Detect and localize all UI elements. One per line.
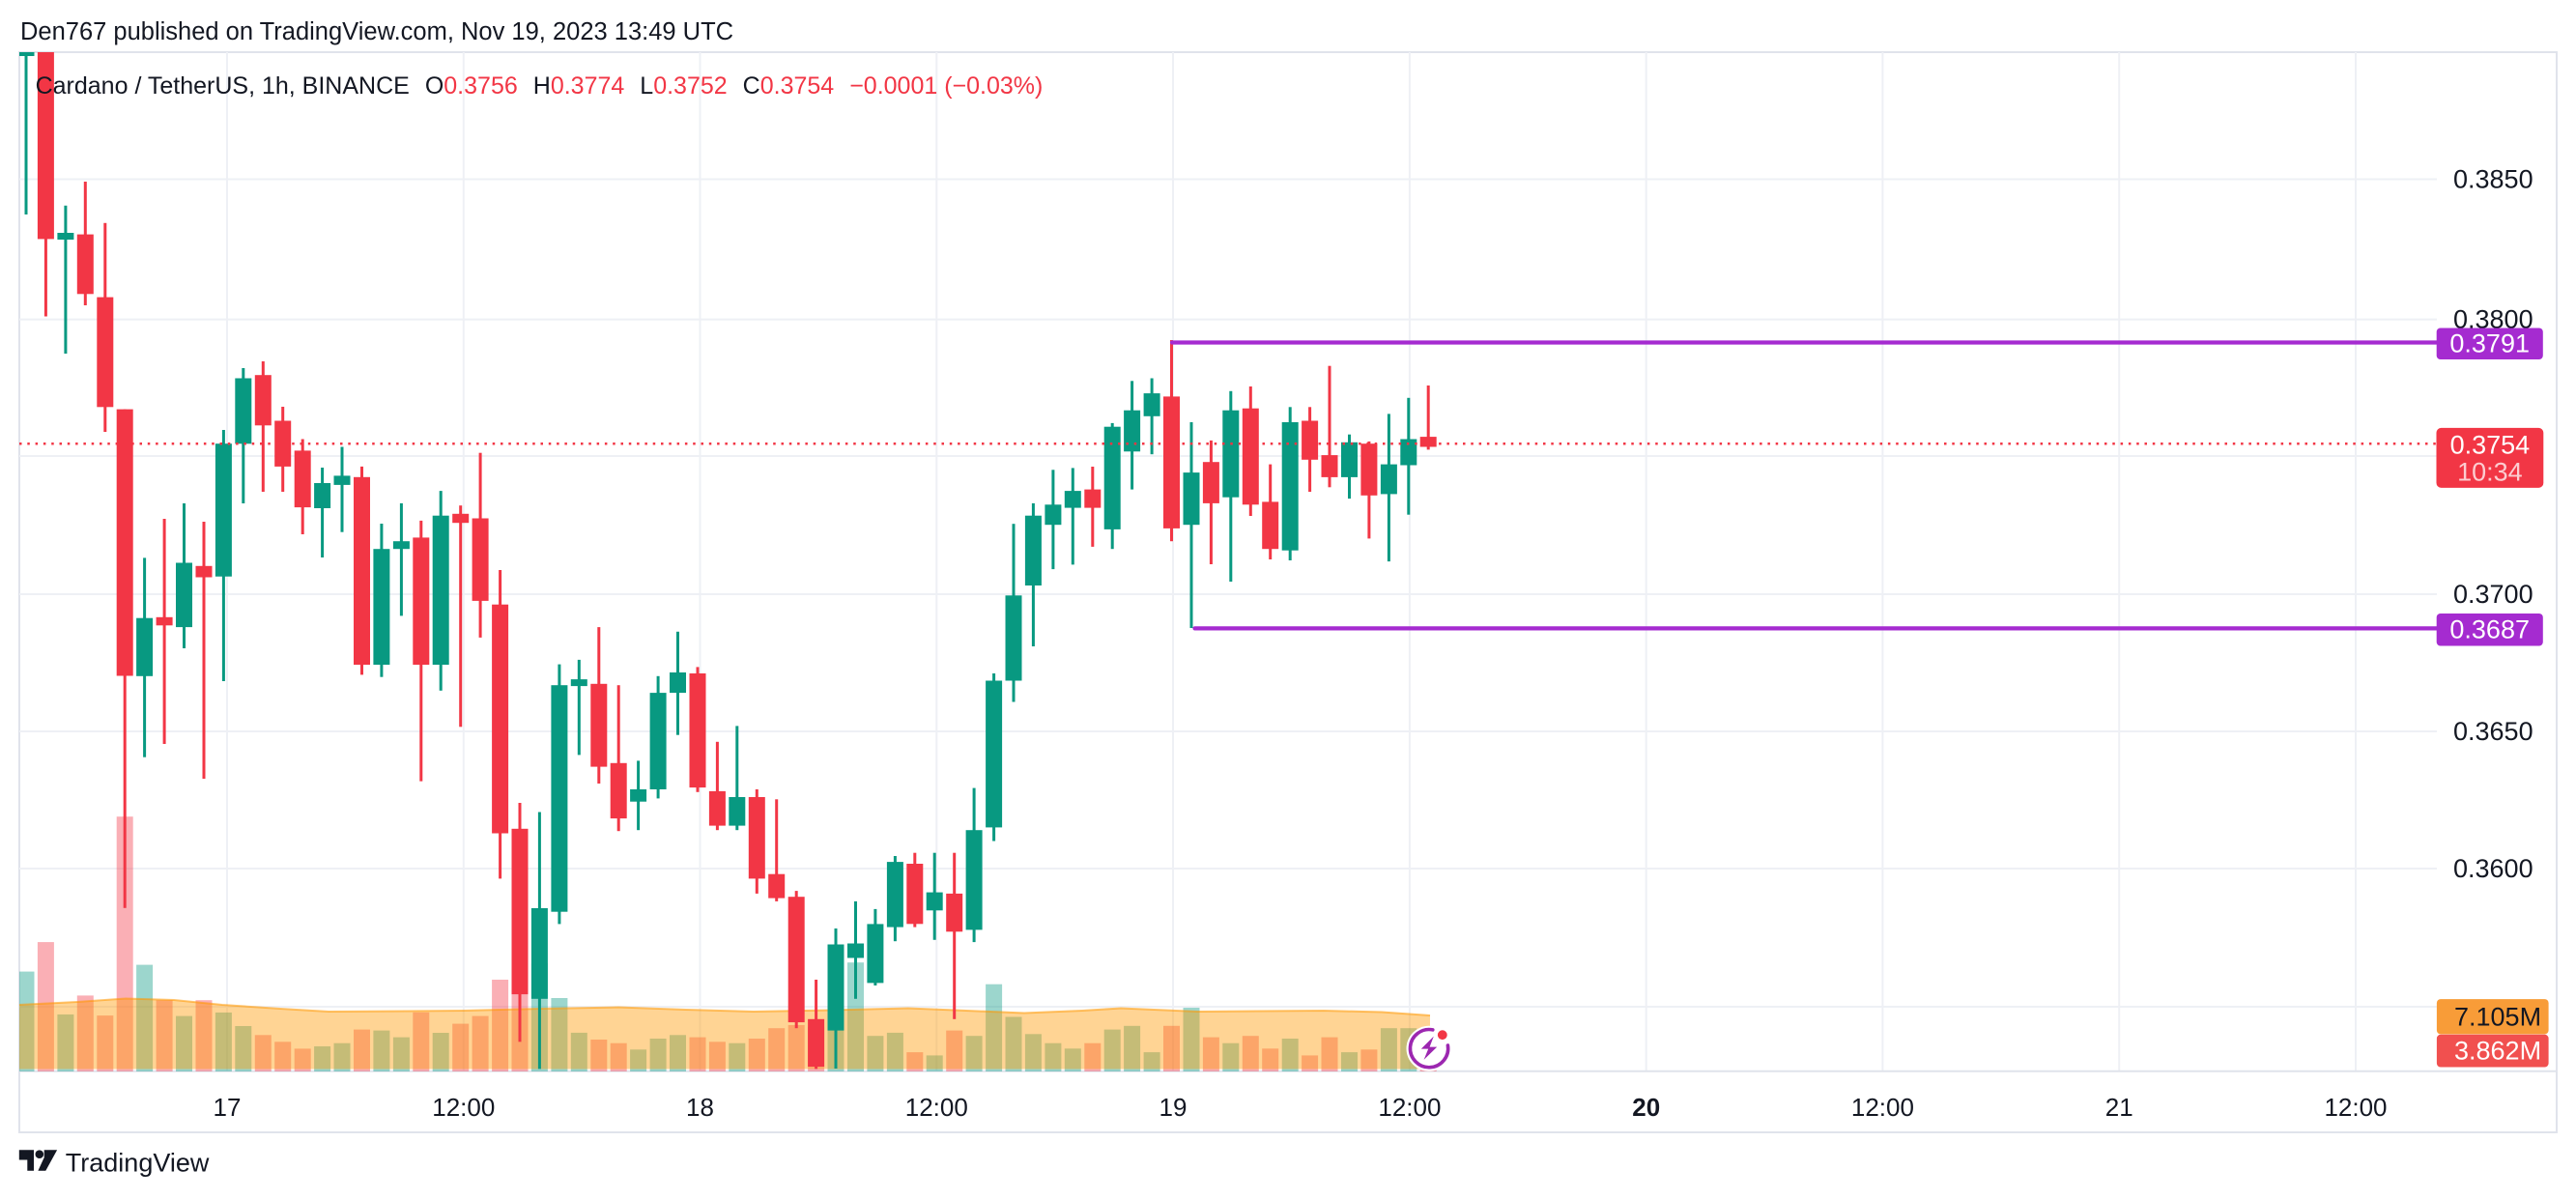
svg-text:12:00: 12:00	[1378, 1093, 1441, 1122]
svg-text:0.3687: 0.3687	[2449, 615, 2530, 644]
svg-text:0.3850: 0.3850	[2453, 165, 2533, 194]
svg-text:12:00: 12:00	[1851, 1093, 1914, 1122]
svg-text:17: 17	[214, 1093, 242, 1122]
svg-text:TradingView: TradingView	[66, 1149, 210, 1178]
svg-text:10:34: 10:34	[2457, 458, 2523, 487]
svg-text:7.105M: 7.105M	[2454, 1003, 2541, 1032]
svg-text:18: 18	[686, 1093, 714, 1122]
svg-text:12:00: 12:00	[905, 1093, 968, 1122]
svg-text:0.3650: 0.3650	[2453, 717, 2533, 746]
svg-text:0.3700: 0.3700	[2453, 580, 2533, 609]
svg-text:0.3600: 0.3600	[2453, 854, 2533, 883]
svg-text:19: 19	[1159, 1093, 1188, 1122]
svg-text:3.862M: 3.862M	[2454, 1037, 2541, 1066]
svg-text:12:00: 12:00	[432, 1093, 495, 1122]
svg-text:0.3754: 0.3754	[2450, 431, 2531, 460]
svg-text:21: 21	[2105, 1093, 2133, 1122]
svg-text:0.3791: 0.3791	[2449, 329, 2530, 358]
svg-text:Den767 published on TradingVie: Den767 published on TradingView.com, Nov…	[20, 18, 733, 45]
svg-text:Cardano / TetherUS, 1h, BINANC: Cardano / TetherUS, 1h, BINANCE O0.3756 H0…	[36, 72, 1044, 100]
svg-text:20: 20	[1632, 1093, 1660, 1122]
svg-text:12:00: 12:00	[2324, 1093, 2387, 1122]
